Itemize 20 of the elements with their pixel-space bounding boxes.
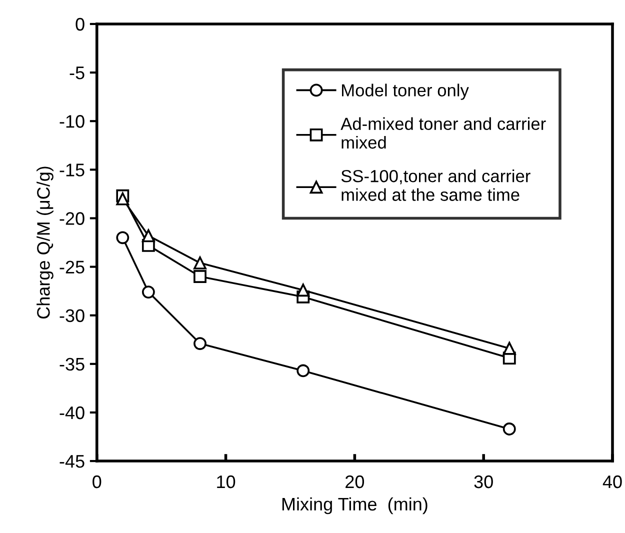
y-tick-label: 0 (76, 18, 84, 31)
x-tick-label: 0 (92, 475, 102, 488)
x-tick-label: 20 (346, 475, 364, 488)
x-tick-label: 30 (474, 475, 493, 488)
y-tick-label: -5 (70, 66, 84, 80)
y-axis-title: Charge Q/M (μC/g) (36, 166, 54, 319)
y-tick-label: -20 (60, 212, 84, 225)
legend-label: Ad-mixed toner and carrier mixed (340, 117, 546, 149)
y-tick-label: -40 (60, 406, 84, 420)
legend-label: Model toner only (342, 84, 469, 100)
legend-label: SS-100,toner and carrier mixed at the same time (341, 169, 530, 201)
y-tick-label: -10 (60, 115, 84, 128)
y-tick-label: -45 (60, 455, 84, 468)
y-tick-label: -25 (60, 260, 84, 274)
x-tick-label: 10 (217, 475, 236, 488)
y-tick-label: -15 (60, 164, 84, 176)
y-tick-label: -30 (60, 309, 84, 322)
x-axis-title: Mixing Time (min) (282, 497, 428, 514)
y-tick-label: -35 (60, 358, 84, 371)
x-tick-label: 40 (602, 475, 622, 488)
